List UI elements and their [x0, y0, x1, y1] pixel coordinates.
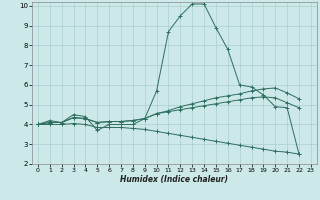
X-axis label: Humidex (Indice chaleur): Humidex (Indice chaleur): [120, 175, 228, 184]
